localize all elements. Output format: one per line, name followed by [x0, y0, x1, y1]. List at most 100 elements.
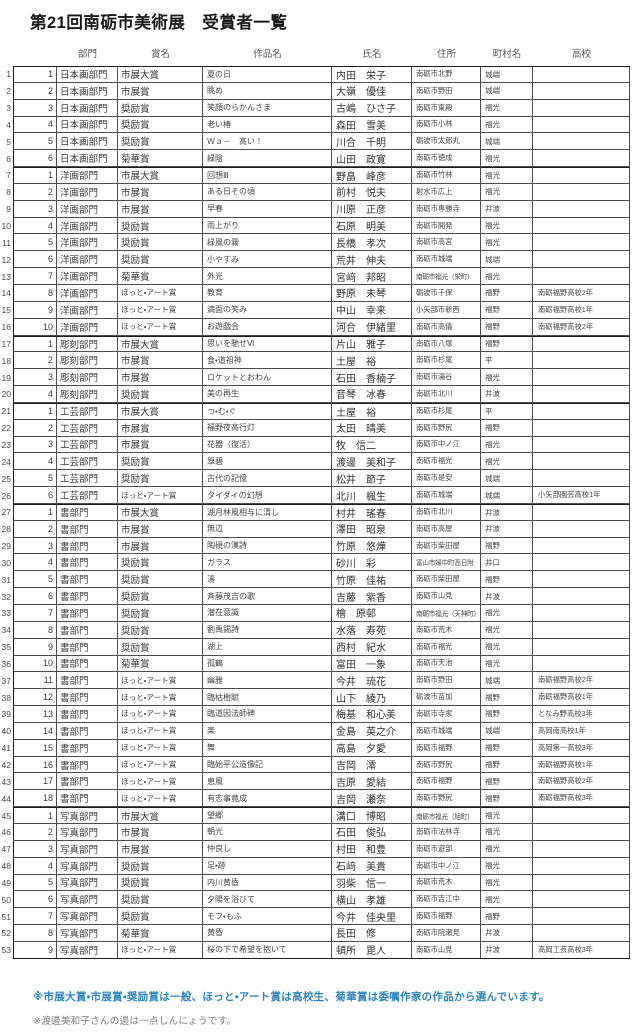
cell-address: 南砺市寺家 — [412, 706, 481, 723]
header-award: 賞名 — [150, 48, 170, 60]
cell-sub-number: 5 — [13, 874, 57, 892]
table-row: 12 6 洋画部門 奨励賞 小やすみ 荒井 伸夫 南砺市城端 城端 — [0, 251, 632, 269]
row-number: 20 — [1, 389, 11, 400]
row-number: 30 — [1, 557, 11, 568]
cell-person-name: 吉藤 紫香 — [332, 588, 412, 605]
table-header-row: 部門 賞名 作品名 氏名 住所 町村名 高校 — [0, 45, 632, 60]
footnotes: ※市展大賞・市展賞・奨励賞は一般、ほっと・アート賞は高校生、菊華賞は委嘱作家の作… — [33, 989, 632, 1027]
cell-address: 南砺市竹林 — [412, 167, 481, 184]
table-row: 6 6 日本画部門 菊華賞 緑陰 山田 政寛 南砺市徳成 福光 — [0, 150, 632, 168]
cell-sub-number: 4 — [13, 554, 57, 572]
cell-department: 写真部門 — [57, 840, 118, 858]
cell-school — [533, 891, 630, 909]
table-row: 41 15 書部門 ほっと・アート賞 舞 高島 夕愛 南砺市福野 福野 高岡第一… — [0, 739, 632, 757]
cell-town: 福野 — [481, 790, 533, 808]
cell-work-title: 回想Ⅲ — [203, 167, 332, 184]
table-row: 35 9 書部門 奨励賞 湖上 西村 紀水 南砺市福光 福光 — [0, 638, 632, 656]
cell-award: 市展大賞 — [118, 402, 203, 420]
cell-address: 小矢部市新西 — [412, 301, 481, 319]
row-number: 36 — [1, 658, 11, 669]
cell-school — [533, 621, 630, 639]
cell-sub-number: 1 — [13, 807, 57, 824]
cell-school: 高岡第一高校3年 — [533, 739, 630, 757]
row-number: 45 — [1, 810, 11, 821]
cell-address: 南砺市小林 — [412, 116, 481, 134]
row-number: 25 — [1, 473, 11, 484]
cell-person-name: 川合 千明 — [332, 133, 412, 151]
cell-sub-number: 6 — [13, 251, 57, 269]
row-number: 1 — [6, 69, 11, 80]
cell-address: 南砺市野尻 — [412, 419, 481, 437]
cell-sub-number: 4 — [13, 116, 57, 134]
cell-person-name: 羽柴 信一 — [332, 874, 412, 892]
row-number: 48 — [1, 861, 11, 872]
cell-department: 洋画部門 — [57, 251, 118, 269]
cell-work-title: 緑陰 — [203, 150, 332, 168]
row-number: 19 — [1, 372, 11, 383]
cell-department: 書部門 — [57, 756, 118, 774]
cell-person-name: 川原 正彦 — [332, 200, 412, 218]
cell-school: 南砺福野高校1年 — [533, 301, 630, 319]
table-row: 31 5 書部門 奨励賞 濤 竹原 佳祐 南砺市柴田屋 福野 — [0, 571, 632, 589]
cell-sub-number: 3 — [13, 436, 57, 454]
cell-person-name: 今井 琉花 — [332, 672, 412, 690]
cell-department: 書部門 — [57, 571, 118, 589]
cell-department: 書部門 — [57, 503, 118, 521]
cell-award: ほっと・アート賞 — [118, 790, 203, 808]
cell-award: 奨励賞 — [118, 891, 203, 909]
row-number: 23 — [1, 439, 11, 450]
cell-award: 市展大賞 — [118, 503, 203, 521]
row-number: 10 — [1, 221, 11, 232]
cell-award: 市展賞 — [118, 823, 203, 841]
cell-school — [533, 605, 630, 622]
cell-school: 高岡工芸高校3年 — [533, 941, 630, 959]
cell-award: 市展賞 — [118, 200, 203, 218]
cell-school — [533, 386, 630, 403]
table-row: 18 2 彫刻部門 市展賞 食・道祖神 土屋 裕 南砺市杉尾 平 — [0, 352, 632, 370]
cell-sub-number: 2 — [13, 823, 57, 841]
row-number: 16 — [1, 322, 11, 333]
cell-town: 福野 — [481, 773, 533, 791]
cell-sub-number: 3 — [13, 840, 57, 858]
cell-address: 南砺市野尻 — [412, 756, 481, 774]
cell-award: 奨励賞 — [118, 116, 203, 134]
cell-work-title: 楽 — [203, 722, 332, 740]
cell-sub-number: 4 — [13, 453, 57, 471]
cell-work-title: 仲良し — [203, 840, 332, 858]
cell-department: 書部門 — [57, 672, 118, 690]
cell-town: 城端 — [481, 722, 533, 740]
row-number: 18 — [1, 355, 11, 366]
cell-town: 福光 — [481, 638, 533, 656]
table-row: 23 3 工芸部門 市展賞 花器（復活） 牧 信二 南砺市中ノ江 福光 — [0, 436, 632, 454]
cell-address: 南砺市柴田屋 — [412, 537, 481, 555]
cell-town: 井波 — [481, 520, 533, 538]
cell-award: 奨励賞 — [118, 605, 203, 622]
cell-town: 福光 — [481, 840, 533, 858]
table-row: 45 1 写真部門 市展大賞 望郷 溝口 博昭 南砺市福光（旭町） 福光 — [0, 807, 632, 824]
cell-sub-number: 5 — [13, 470, 57, 488]
cell-address: 南砺市北川 — [412, 386, 481, 403]
cell-sub-number: 7 — [13, 268, 57, 285]
cell-town: 福光 — [481, 268, 533, 285]
cell-department: 写真部門 — [57, 874, 118, 892]
header-school: 高校 — [571, 48, 591, 60]
cell-sub-number: 7 — [13, 908, 57, 926]
cell-school — [533, 150, 630, 168]
row-number: 34 — [1, 625, 11, 636]
cell-school — [533, 66, 630, 83]
table-row: 40 14 書部門 ほっと・アート賞 楽 金島 英之介 南砺市城端 城端 高岡南… — [0, 722, 632, 740]
cell-department: 写真部門 — [57, 908, 118, 926]
cell-work-title: 花器（復活） — [203, 436, 332, 454]
cell-school — [533, 116, 630, 134]
row-number: 42 — [1, 760, 11, 771]
cell-department: 洋画部門 — [57, 318, 118, 336]
cell-school — [533, 352, 630, 370]
cell-award: 奨励賞 — [118, 453, 203, 471]
cell-town: 福光 — [481, 234, 533, 252]
page-title: 第21回南砺市美術展 受賞者一覧 — [30, 14, 288, 32]
cell-work-title: 美の再生 — [203, 386, 332, 403]
winners-table: 1 1 日本画部門 市展大賞 夏の日 内田 栄子 南砺市北野 城端 2 2 日本… — [0, 66, 632, 959]
cell-town: 福光 — [481, 436, 533, 454]
table-row: 28 2 書部門 市展賞 無辺 澤田 昭泉 南砺市高屋 井波 — [0, 520, 632, 538]
row-number: 2 — [6, 86, 11, 97]
